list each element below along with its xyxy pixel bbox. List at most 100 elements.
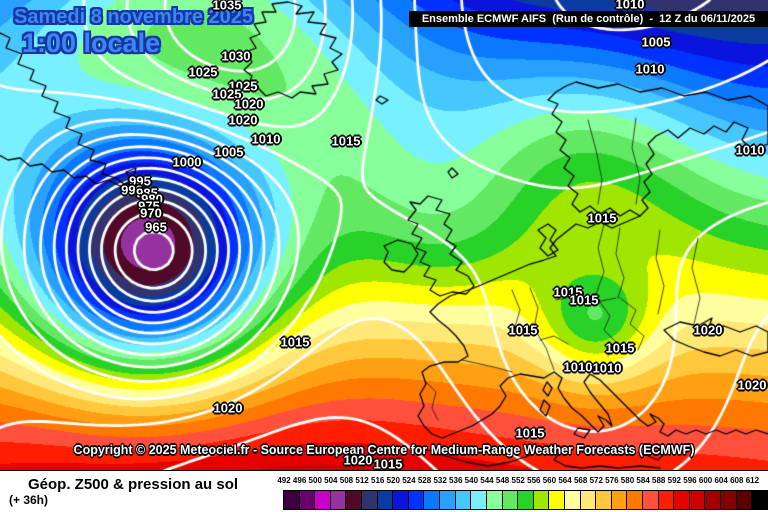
legend-color-cell bbox=[720, 490, 737, 510]
pressure-label: 980 bbox=[141, 191, 163, 207]
legend-value-label: 524 bbox=[402, 476, 416, 485]
legend-color-cell bbox=[485, 490, 503, 510]
pressure-label: 1015 bbox=[515, 425, 545, 441]
map-title: Géop. Z500 & pression au sol bbox=[28, 476, 239, 493]
legend-value-label: 600 bbox=[698, 476, 713, 485]
legend-color-cell bbox=[688, 490, 706, 510]
legend-color-cell bbox=[314, 490, 331, 510]
pressure-label: 1015 bbox=[331, 133, 361, 149]
legend-value-label: 500 bbox=[308, 476, 322, 485]
legend-color-cell bbox=[657, 490, 675, 510]
pressure-label: 1000 bbox=[172, 154, 202, 170]
pressure-label: 1010 bbox=[635, 61, 665, 77]
legend-color-cell bbox=[345, 490, 363, 510]
legend-value-label: 608 bbox=[730, 476, 744, 485]
valid-date-text: Samedi 8 novembre 2025 bbox=[14, 6, 254, 28]
color-scale-legend: 492 496 500 504 508 512 516 520 524 528 532 536 540 5… bbox=[277, 471, 768, 512]
legend-color-cell bbox=[470, 490, 487, 510]
legend-color-cell bbox=[517, 490, 534, 510]
pressure-label: 1020 bbox=[693, 322, 723, 338]
footer-bar: Géop. Z500 & pression au sol (+ 36h) 492… bbox=[0, 470, 768, 512]
pressure-label: 1025 bbox=[228, 78, 258, 94]
pressure-label: 1010 bbox=[735, 142, 765, 158]
pressure-label: 1025 bbox=[188, 64, 218, 80]
pressure-label: 1020 bbox=[343, 452, 373, 468]
legend-color-cells bbox=[283, 490, 768, 510]
copyright-text: Copyright © 2025 Meteociel.fr - Source E… bbox=[73, 443, 695, 457]
pressure-label: 1035 bbox=[212, 0, 242, 13]
legend-value-label: 492 bbox=[277, 476, 291, 485]
pressure-label: 1015 bbox=[280, 334, 310, 350]
legend-value-label: 576 bbox=[605, 476, 619, 485]
legend-value-label: 520 bbox=[386, 476, 400, 485]
pressure-label: 1020 bbox=[737, 377, 767, 393]
legend-value-label: 528 bbox=[417, 476, 432, 485]
pressure-label: 995 bbox=[129, 173, 151, 189]
legend-value-label: 612 bbox=[745, 476, 760, 485]
map-area: Samedi 8 novembre 2025 1:00 locale Ensem… bbox=[0, 0, 768, 470]
pressure-label: 1015 bbox=[605, 340, 635, 356]
pressure-label: 965 bbox=[145, 219, 167, 235]
legend-value-label: 548 bbox=[495, 476, 510, 485]
pressure-label: 1015 bbox=[373, 456, 403, 471]
pressure-label: 975 bbox=[138, 198, 160, 214]
legend-value-label: 584 bbox=[636, 476, 650, 485]
legend-value-label: 508 bbox=[339, 476, 354, 485]
pressure-label: 1030 bbox=[221, 48, 251, 64]
legend-color-cell bbox=[454, 490, 472, 510]
pressure-label: 1015 bbox=[553, 284, 583, 300]
legend-color-cell bbox=[439, 490, 456, 510]
legend-value-label: 552 bbox=[511, 476, 525, 485]
legend-color-cell bbox=[298, 490, 316, 510]
legend-color-cell bbox=[610, 490, 628, 510]
legend-value-label: 556 bbox=[527, 476, 541, 485]
legend-color-cell bbox=[642, 490, 659, 510]
pressure-label: 1010 bbox=[615, 0, 645, 12]
legend-color-cell bbox=[392, 490, 409, 510]
legend-value-label: 536 bbox=[449, 476, 463, 485]
pressure-label: 990 bbox=[121, 182, 143, 198]
legend-color-cell bbox=[735, 490, 753, 510]
pressure-label: 1005 bbox=[641, 34, 671, 50]
pressure-label: 1010 bbox=[563, 359, 593, 375]
legend-color-cell bbox=[501, 490, 519, 510]
lead-time-label: (+ 36h) bbox=[9, 493, 49, 507]
legend-value-label: 580 bbox=[620, 476, 635, 485]
legend-color-cell bbox=[751, 490, 768, 510]
model-run-banner: Ensemble ECMWF AIFS (Run de contrôle) - … bbox=[409, 11, 768, 27]
legend-value-label: 604 bbox=[714, 476, 728, 485]
legend-color-cell bbox=[595, 490, 612, 510]
pressure-label: 1020 bbox=[228, 112, 258, 128]
legend-value-label: 596 bbox=[683, 476, 697, 485]
pressure-label: 1005 bbox=[214, 144, 244, 160]
pressure-label: 1015 bbox=[508, 322, 538, 338]
weather-map-canvas bbox=[0, 0, 768, 470]
pressure-label: 1015 bbox=[569, 292, 599, 308]
legend-color-cell bbox=[563, 490, 581, 510]
legend-value-label: 592 bbox=[667, 476, 681, 485]
legend-value-label: 512 bbox=[355, 476, 369, 485]
legend-value-label: 504 bbox=[324, 476, 338, 485]
pressure-label: 1025 bbox=[212, 86, 242, 102]
legend-color-cell bbox=[626, 490, 644, 510]
pressure-label: 1020 bbox=[213, 400, 243, 416]
pressure-label: 1020 bbox=[234, 96, 264, 112]
legend-color-cell bbox=[548, 490, 565, 510]
legend-color-cell bbox=[579, 490, 597, 510]
legend-color-cell bbox=[283, 490, 300, 510]
valid-hour-text: 1:00 locale bbox=[22, 28, 161, 58]
pressure-label: 1010 bbox=[251, 131, 281, 147]
legend-color-cell bbox=[704, 490, 722, 510]
legend-color-cell bbox=[376, 490, 394, 510]
pressure-label: 1010 bbox=[592, 360, 622, 376]
legend-color-cell bbox=[423, 490, 441, 510]
legend-value-label: 516 bbox=[370, 476, 385, 485]
legend-color-cell bbox=[329, 490, 347, 510]
legend-color-cell bbox=[407, 490, 425, 510]
pressure-label: 985 bbox=[136, 185, 158, 201]
legend-value-label: 568 bbox=[573, 476, 588, 485]
pressure-label: 1015 bbox=[587, 210, 617, 226]
legend-color-cell bbox=[673, 490, 690, 510]
legend-value-label: 560 bbox=[542, 476, 557, 485]
